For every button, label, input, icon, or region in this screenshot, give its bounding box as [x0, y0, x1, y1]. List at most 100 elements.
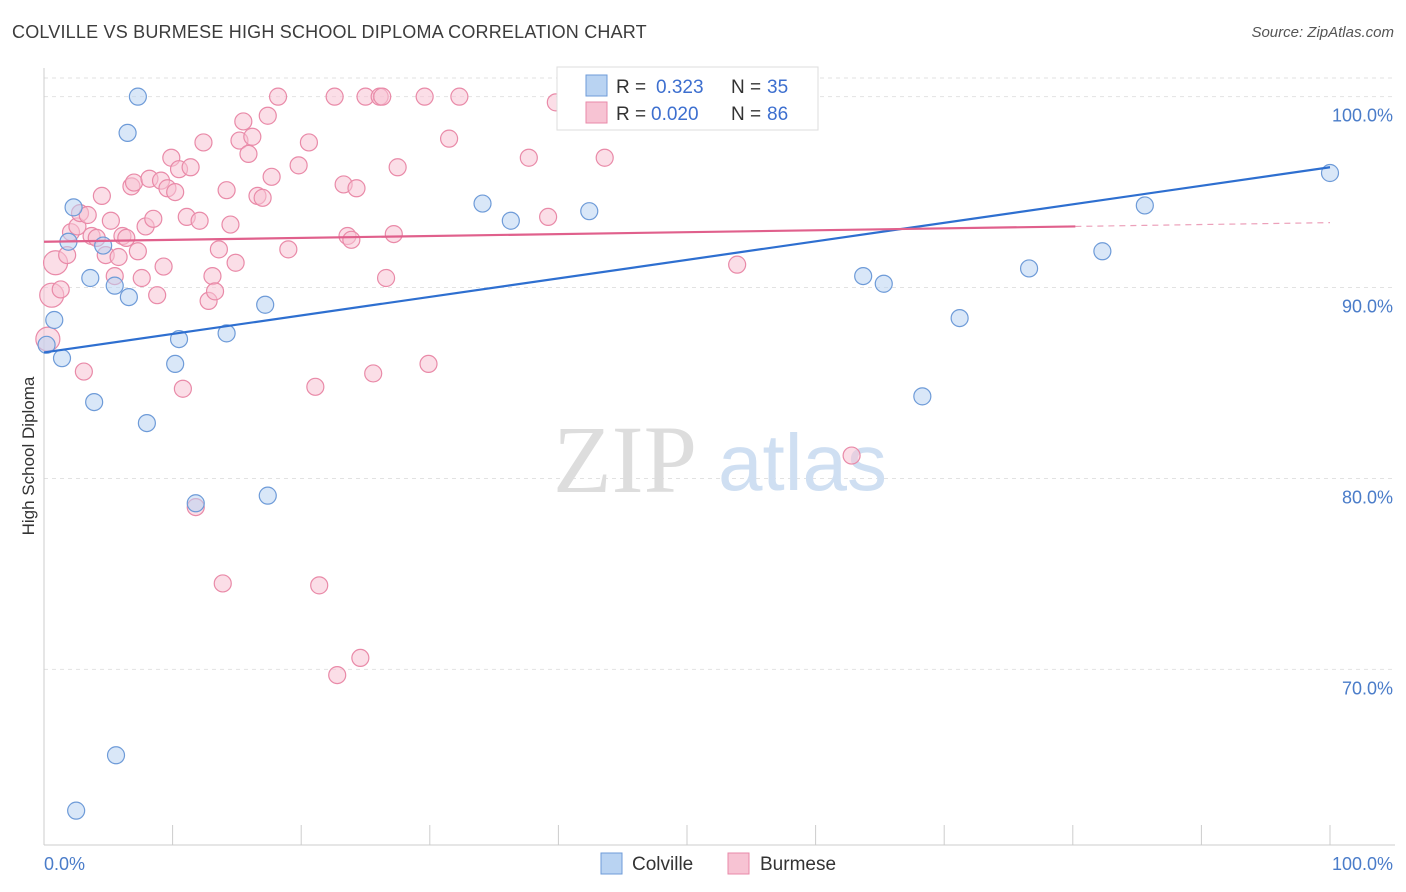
trend-lines: [43, 166, 1331, 354]
burmese-point: [148, 286, 167, 305]
colville-point: [580, 202, 599, 221]
burmese-point: [205, 282, 225, 301]
colville-point: [52, 349, 72, 368]
legend-r-label-colville: R =: [616, 77, 646, 98]
colville-point: [37, 335, 56, 354]
burmese-point: [364, 364, 383, 383]
burmese-point: [279, 240, 298, 259]
burmese-key-label: Burmese: [760, 854, 836, 875]
burmese-point: [144, 209, 163, 228]
burmese-point: [128, 242, 147, 261]
burmese-point: [117, 228, 136, 248]
colville-point: [186, 494, 205, 513]
source-label: Source: ZipAtlas.com: [1251, 24, 1394, 41]
burmese-point: [258, 106, 277, 125]
colville-point: [94, 236, 113, 255]
burmese-point: [728, 255, 747, 274]
burmese-point: [194, 133, 213, 152]
burmese-point: [78, 205, 97, 225]
legend-r-value-colville: 0.323: [656, 77, 704, 98]
burmese-point: [101, 211, 120, 230]
burmese-point: [347, 179, 366, 198]
burmese-point: [450, 87, 469, 106]
burmese-point: [109, 247, 128, 267]
colville-point: [913, 387, 932, 406]
colville-point: [258, 486, 277, 505]
burmese-point: [388, 158, 407, 177]
colville-point: [105, 276, 124, 295]
stats-legend: R = 0.323 N = 35 R = 0.020 N = 86: [556, 66, 819, 131]
legend-r-value-burmese: 0.020: [651, 104, 699, 125]
burmese-point: [132, 268, 151, 288]
colville-point: [1093, 242, 1112, 261]
axes: 100.0% 90.0% 80.0% 70.0% 0.0% 100.0%: [43, 68, 1395, 874]
burmese-point: [842, 446, 861, 465]
colville-key-swatch: [600, 852, 623, 875]
x-tick-label-min: 0.0%: [44, 854, 85, 874]
colville-point: [950, 308, 969, 328]
burmese-point: [209, 240, 228, 259]
burmese-point: [239, 144, 258, 164]
colville-point: [874, 274, 893, 293]
legend-r-label-burmese: R =: [616, 104, 646, 125]
colville-point: [169, 329, 189, 349]
burmese-point: [289, 156, 308, 175]
burmese-points: [35, 87, 861, 685]
colville-point: [81, 268, 100, 288]
burmese-point: [217, 181, 236, 200]
burmese-point: [299, 133, 319, 152]
burmese-trend-line: [43, 225, 1076, 243]
colville-point: [85, 392, 104, 412]
y-tick-label: 100.0%: [1332, 106, 1393, 126]
burmese-point: [325, 87, 344, 106]
burmese-point: [419, 354, 438, 374]
burmese-point: [51, 280, 70, 299]
burmese-point: [213, 574, 232, 593]
burmese-point: [351, 648, 370, 668]
legend-n-value-burmese: 86: [767, 104, 788, 125]
legend-n-label-colville: N =: [731, 77, 761, 98]
watermark: ZIP atlas: [553, 406, 887, 513]
colville-point: [166, 354, 185, 374]
y-tick-label: 90.0%: [1342, 297, 1393, 317]
watermark-atlas: atlas: [718, 418, 887, 507]
chart-title: COLVILLE VS BURMESE HIGH SCHOOL DIPLOMA …: [12, 22, 647, 42]
burmese-point: [268, 87, 288, 106]
burmese-point: [190, 211, 209, 230]
burmese-point: [310, 576, 329, 595]
colville-point: [64, 198, 83, 217]
y-tick-label: 80.0%: [1342, 487, 1393, 507]
burmese-point: [342, 230, 361, 249]
grid-lines: [44, 77, 1395, 670]
colville-point: [118, 123, 137, 143]
burmese-point: [415, 87, 434, 106]
colville-point: [119, 287, 138, 307]
burmese-point: [226, 253, 245, 272]
burmese-point: [92, 186, 111, 206]
burmese-point: [181, 158, 200, 177]
watermark-zip: ZIP: [553, 406, 697, 513]
burmese-point: [306, 377, 325, 396]
colville-point: [1019, 259, 1039, 278]
colville-key-label: Colville: [632, 854, 693, 875]
series-legend: Colville Burmese: [600, 852, 836, 875]
colville-point: [854, 266, 873, 286]
y-tick-label: 70.0%: [1342, 678, 1393, 698]
burmese-point: [373, 87, 392, 106]
colville-point: [128, 87, 147, 106]
burmese-point: [154, 257, 173, 276]
burmese-point: [74, 362, 93, 381]
colville-point: [106, 746, 126, 765]
burmese-point: [262, 167, 281, 186]
colville-point: [501, 211, 520, 230]
colville-legend-swatch: [585, 74, 608, 97]
burmese-point: [243, 127, 262, 146]
colville-point: [67, 801, 86, 820]
burmese-point: [203, 266, 222, 286]
burmese-point: [519, 148, 538, 167]
burmese-point: [173, 379, 192, 398]
burmese-point: [124, 173, 144, 192]
burmese-key-swatch: [727, 852, 750, 875]
burmese-point: [328, 665, 347, 685]
